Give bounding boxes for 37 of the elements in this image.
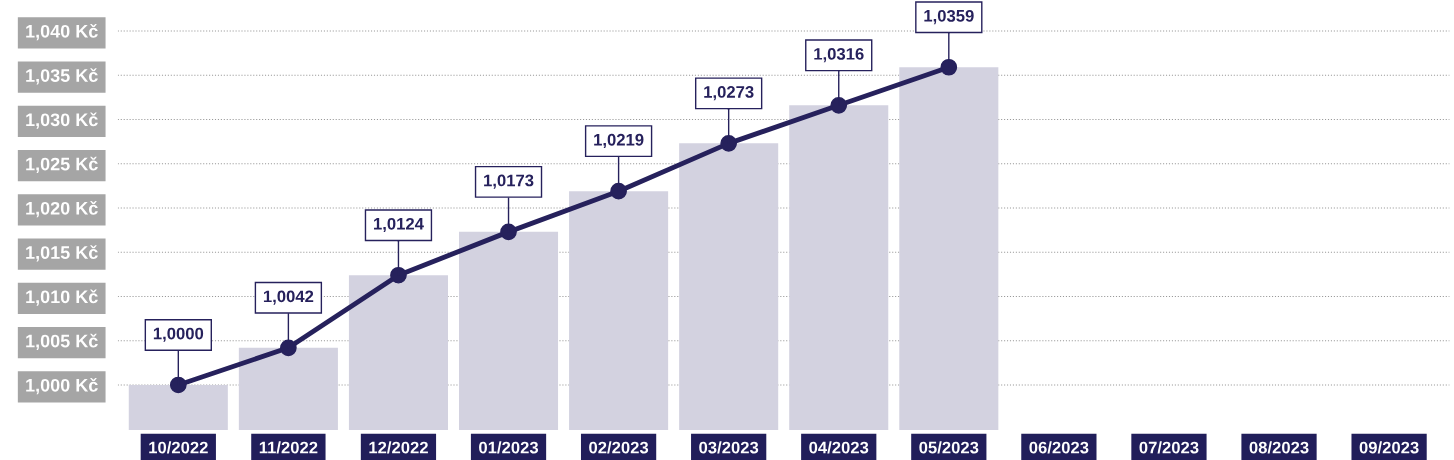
x-tick-label: 10/2022 bbox=[149, 441, 208, 454]
data-label: 1,0219 bbox=[594, 133, 644, 149]
point bbox=[390, 266, 407, 284]
point bbox=[610, 182, 627, 200]
y-tick-label: 1,005 Kč bbox=[26, 333, 98, 351]
point bbox=[280, 339, 297, 357]
x-tick-label: 11/2022 bbox=[259, 441, 318, 454]
x-tick-label: 07/2023 bbox=[1139, 441, 1199, 454]
data-label: 1,0173 bbox=[484, 174, 534, 189]
x-tick-label: 09/2023 bbox=[1359, 441, 1419, 454]
point bbox=[720, 135, 738, 152]
x-tick-label: 01/2023 bbox=[479, 441, 539, 454]
y-tick-label: 1,040 Kč bbox=[26, 24, 98, 41]
data-label: 1,0042 bbox=[263, 290, 314, 305]
point bbox=[830, 96, 848, 114]
x-tick-label: 06/2023 bbox=[1029, 441, 1089, 454]
x-tick-label: 12/2022 bbox=[369, 441, 428, 454]
data-label: 1,0124 bbox=[374, 217, 424, 233]
y-tick-label: 1,030 Kč bbox=[26, 112, 98, 129]
data-label: 1,0000 bbox=[153, 327, 204, 342]
x-tick-label: 08/2023 bbox=[1249, 441, 1309, 454]
point bbox=[169, 376, 187, 394]
y-tick-label: 1,020 Kč bbox=[26, 201, 98, 218]
y-tick-label: 1,010 Kč bbox=[26, 289, 98, 306]
data-label: 1,0273 bbox=[704, 86, 754, 101]
point bbox=[500, 223, 517, 241]
x-tick-label: 03/2023 bbox=[699, 441, 759, 454]
y-tick-label: 1,015 Kč bbox=[26, 245, 98, 262]
data-label: 1,0359 bbox=[924, 9, 974, 25]
y-tick-label: 1,025 Kč bbox=[26, 156, 98, 174]
x-tick-label: 04/2023 bbox=[809, 441, 869, 454]
y-tick-label: 1,000 Kč bbox=[26, 378, 98, 395]
x-tick-label: 05/2023 bbox=[919, 441, 979, 454]
point bbox=[940, 58, 958, 76]
x-tick-label: 02/2023 bbox=[589, 441, 649, 454]
y-tick-label: 1,035 Kč bbox=[26, 68, 98, 85]
data-label: 1,0316 bbox=[814, 47, 864, 63]
